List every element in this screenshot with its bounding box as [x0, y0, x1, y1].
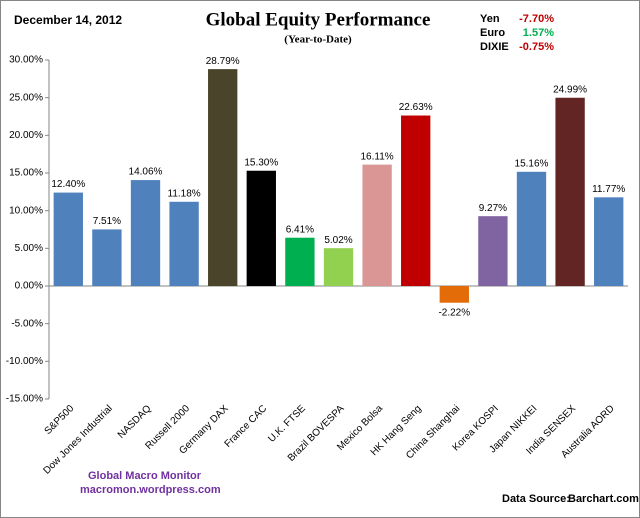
y-tick-label: 5.00% [15, 243, 43, 254]
currency-name: Euro [480, 27, 505, 39]
y-tick-label: 20.00% [9, 130, 43, 141]
y-tick-label: 30.00% [9, 55, 43, 66]
bar [53, 192, 83, 286]
bar [401, 115, 431, 287]
y-tick-label: 10.00% [9, 205, 43, 216]
value-label: 22.63% [399, 102, 433, 113]
bar [439, 286, 469, 303]
footer-left: Global Macro Monitor [88, 470, 202, 482]
footer-left: macromon.wordpress.com [80, 484, 221, 496]
bar [92, 229, 122, 286]
bar [246, 170, 276, 286]
date: December 14, 2012 [14, 13, 122, 27]
value-label: 15.16% [515, 158, 549, 169]
value-label: 15.30% [244, 157, 278, 168]
currency-value: 1.57% [523, 27, 554, 39]
bar [555, 97, 585, 286]
y-tick-label: -15.00% [6, 394, 43, 405]
source: Barchart.com [568, 493, 639, 505]
bar [130, 180, 161, 286]
value-label: 6.41% [286, 224, 314, 235]
currency-name: Yen [480, 13, 500, 25]
value-label: 9.27% [479, 203, 507, 214]
value-label: 7.51% [93, 216, 121, 227]
bar [208, 69, 238, 287]
bar [516, 171, 547, 286]
bar [285, 237, 315, 286]
y-tick-label: 15.00% [9, 168, 43, 179]
bar [323, 248, 354, 286]
bar [362, 164, 392, 286]
y-tick-label: -5.00% [11, 318, 43, 329]
y-tick-label: 0.00% [15, 281, 43, 292]
chart-title: Global Equity Performance [206, 9, 431, 30]
value-label: 24.99% [553, 84, 587, 95]
value-label: 11.18% [168, 188, 201, 199]
value-label: 5.02% [324, 235, 352, 246]
y-tick-label: -10.00% [6, 356, 43, 367]
bar [169, 201, 199, 286]
currency-value: -0.75% [519, 41, 554, 53]
y-tick-label: 25.00% [9, 92, 43, 103]
chart-subtitle: (Year-to-Date) [284, 34, 352, 46]
bar [478, 216, 508, 286]
value-label: 12.40% [51, 179, 85, 190]
value-label: 11.77% [592, 184, 625, 195]
value-label: 16.11% [361, 151, 394, 162]
value-label: -2.22% [438, 307, 470, 318]
source-label: Data Source: [502, 493, 570, 505]
currency-value: -7.70% [519, 13, 554, 25]
value-label: 28.79% [206, 56, 240, 67]
bar [594, 197, 624, 286]
value-label: 14.06% [129, 167, 163, 178]
currency-name: DIXIE [480, 41, 509, 53]
